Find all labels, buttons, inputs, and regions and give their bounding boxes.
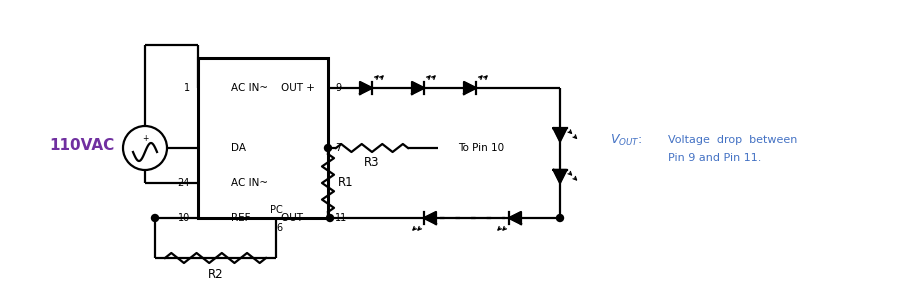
Polygon shape (554, 128, 566, 141)
Text: REF: REF (231, 213, 250, 223)
Text: 10: 10 (178, 213, 190, 223)
Text: 110VAC: 110VAC (50, 139, 115, 154)
Polygon shape (464, 82, 476, 94)
Text: DA: DA (231, 143, 246, 153)
Text: PC: PC (270, 205, 283, 215)
Text: OUT -: OUT - (281, 213, 310, 223)
Polygon shape (509, 212, 521, 224)
Text: AC IN~: AC IN~ (231, 178, 268, 188)
Polygon shape (360, 82, 372, 94)
Text: R1: R1 (338, 176, 354, 190)
Circle shape (556, 214, 564, 221)
Text: Pin 9 and Pin 11.: Pin 9 and Pin 11. (668, 153, 761, 163)
Text: 1: 1 (184, 83, 190, 93)
Text: 9: 9 (335, 83, 342, 93)
Text: R2: R2 (207, 268, 223, 281)
Text: 24: 24 (178, 178, 190, 188)
Text: To Pin 10: To Pin 10 (458, 143, 504, 153)
Bar (198, 58, 328, 218)
Polygon shape (412, 82, 424, 94)
Text: R3: R3 (364, 157, 380, 169)
Text: 7: 7 (335, 143, 342, 153)
Text: $\mathit{V}_{OUT}$:: $\mathit{V}_{OUT}$: (610, 132, 642, 148)
Text: 11: 11 (335, 213, 347, 223)
Text: Voltage  drop  between: Voltage drop between (668, 135, 797, 145)
Circle shape (151, 214, 159, 221)
Polygon shape (554, 170, 566, 183)
Text: +: + (142, 134, 149, 142)
Text: OUT +: OUT + (281, 83, 315, 93)
Text: 6: 6 (276, 223, 282, 233)
Circle shape (326, 214, 333, 221)
Polygon shape (424, 212, 436, 224)
Text: AC IN~: AC IN~ (231, 83, 268, 93)
Circle shape (324, 145, 332, 152)
